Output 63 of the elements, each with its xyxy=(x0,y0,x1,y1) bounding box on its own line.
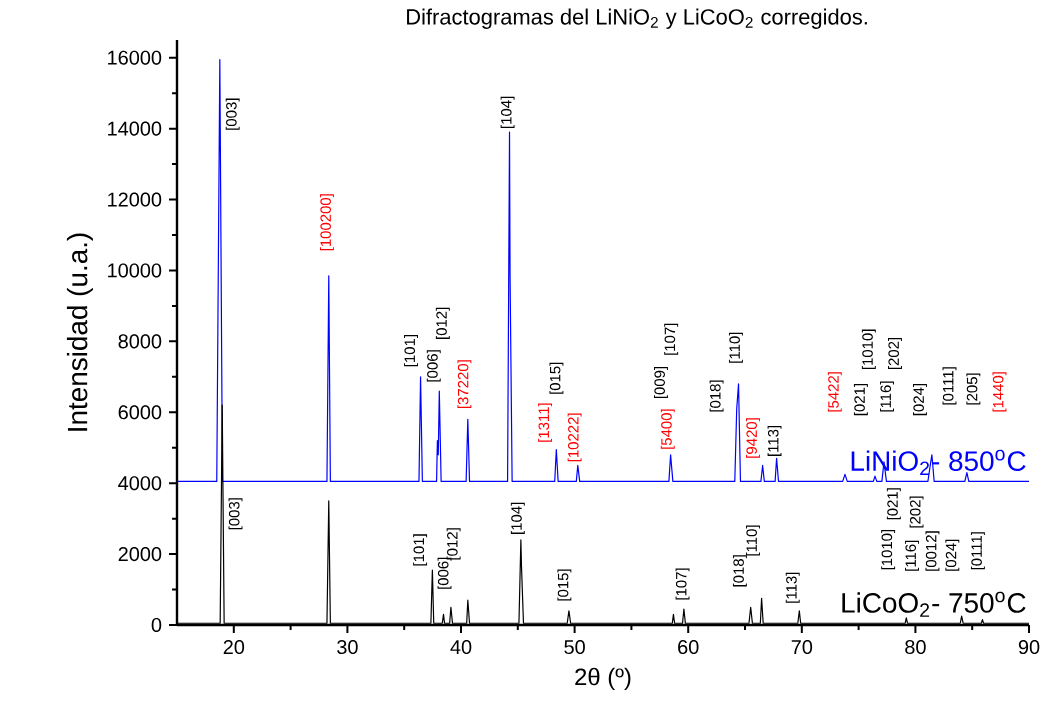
y-tick-label: 10000 xyxy=(108,263,162,278)
annotation: [116] xyxy=(905,540,919,571)
x-tick-label: 70 xyxy=(791,640,813,655)
annotation: [1311] xyxy=(538,403,553,442)
y-tick-label: 4000 xyxy=(118,476,162,491)
y-tick-label: 0 xyxy=(151,617,162,633)
annotation: [018] xyxy=(709,380,724,412)
x-tick-label: 90 xyxy=(1018,640,1040,655)
annotation: [015] xyxy=(557,569,572,601)
x-tick-label: 20 xyxy=(223,640,245,655)
y-tick-label: 16000 xyxy=(108,50,162,65)
annotation: [110] xyxy=(728,332,743,363)
annotation: [0111] xyxy=(970,532,985,570)
y-tick-label: 12000 xyxy=(108,192,162,207)
annotation: [009] xyxy=(653,367,668,399)
annotation: [0111] xyxy=(942,367,957,405)
series-label: LiCoO$_{2}$- 750$^{o}$C xyxy=(842,591,1026,617)
annotation: [10222] xyxy=(567,413,582,462)
annotation: [018] xyxy=(732,555,747,587)
annotation: [101] xyxy=(413,534,428,566)
annotation: [024] xyxy=(913,384,927,416)
x-axis-title: 2θ (º) xyxy=(575,667,631,691)
annotation: [116] xyxy=(880,381,894,412)
annotation: [113] xyxy=(785,572,800,603)
annotation: [003] xyxy=(225,98,240,130)
y-tick-label: 8000 xyxy=(118,334,162,349)
annotation: [1440] xyxy=(992,372,1007,412)
x-tick-label: 50 xyxy=(564,640,585,655)
annotation: [104] xyxy=(510,502,525,534)
annotation: [5400] xyxy=(660,409,675,449)
annotation: [003] xyxy=(228,498,243,530)
annotation: [1010] xyxy=(861,329,876,370)
annotation: [0012] xyxy=(925,531,940,571)
x-tick-label: 80 xyxy=(905,640,926,655)
y-axis-title: Intensidad (u.a.) xyxy=(66,233,93,431)
line-series xyxy=(176,58,1030,483)
annotation: [37220] xyxy=(457,360,472,409)
annotation: [107] xyxy=(675,568,690,600)
y-tick-label: 14000 xyxy=(108,121,162,136)
y-tick-label: 6000 xyxy=(118,405,162,420)
annotation: [110] xyxy=(746,525,760,556)
x-tick-label: 30 xyxy=(337,640,358,655)
annotation: [5422] xyxy=(827,372,842,412)
annotation: [1010] xyxy=(881,529,896,570)
annotation: [113] xyxy=(767,425,782,456)
x-tick-label: 40 xyxy=(450,640,472,655)
annotation: [015] xyxy=(549,362,564,394)
annotation: [104] xyxy=(500,96,515,128)
annotation: [006] xyxy=(426,350,441,382)
x-tick-label: 60 xyxy=(678,640,699,655)
annotation: [012] xyxy=(435,307,450,339)
annotation: [107] xyxy=(664,323,679,355)
annotation: [202] xyxy=(909,496,924,528)
annotation: [100200] xyxy=(320,194,334,251)
annotation: [021] xyxy=(853,384,868,416)
annotation: [9420] xyxy=(746,418,760,458)
annotation: [101] xyxy=(404,335,418,367)
annotation: [205] xyxy=(966,373,981,405)
annotation: [202] xyxy=(888,337,902,370)
y-tick-label: 2000 xyxy=(118,547,162,562)
annotation: [024] xyxy=(945,539,960,571)
annotation: [021] xyxy=(886,488,901,520)
chart-title: Difractogramas del LiNiO$_{2}$ y LiCoO$_{2}$ corregidos. xyxy=(407,8,867,29)
